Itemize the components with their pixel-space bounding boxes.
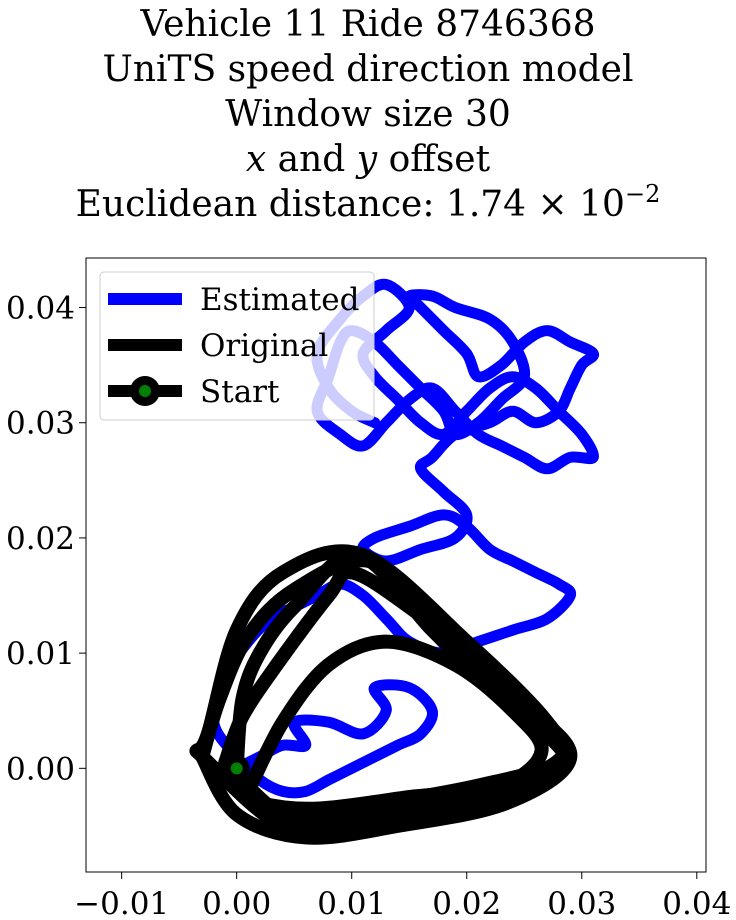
plot-area xyxy=(189,278,600,845)
series-original-loop-5 xyxy=(189,544,577,840)
legend-label-start: Start xyxy=(200,374,280,410)
series-original-loop-3 xyxy=(241,634,549,816)
title-offset-word: offset xyxy=(377,139,491,180)
y-axis: 0.00 0.01 0.02 0.03 0.04 xyxy=(6,291,86,787)
series-original-loop-4 xyxy=(218,565,571,829)
legend-label-estimated: Estimated xyxy=(200,282,359,318)
legend: Estimated Original Start xyxy=(99,271,375,421)
x-tick-label: −0.01 xyxy=(74,886,169,920)
x-axis: −0.01 0.00 0.01 0.02 0.03 0.04 xyxy=(74,872,731,920)
title-line-5: Euclidean distance: 1.74 × 10−2 xyxy=(0,182,736,227)
legend-box xyxy=(99,271,375,421)
title-line-3: Window size 30 xyxy=(225,94,511,135)
title-times-ten: × 10 xyxy=(526,184,625,225)
title-line-1: Vehicle 11 Ride 8746368 xyxy=(140,4,596,45)
title-distance-text: Euclidean distance: 1.74 xyxy=(75,184,527,225)
legend-start-marker-inner xyxy=(139,385,151,397)
x-tick-label: 0.01 xyxy=(317,886,386,920)
chart-title: Vehicle 11 Ride 8746368 UniTS speed dire… xyxy=(0,0,736,227)
y-tick-label: 0.03 xyxy=(6,406,75,442)
x-tick-label: 0.02 xyxy=(432,886,501,920)
x-tick-label: 0.00 xyxy=(202,886,271,920)
start-marker-inner xyxy=(230,762,243,775)
title-line-4: x and y offset xyxy=(0,137,736,182)
x-tick-label: 0.03 xyxy=(547,886,616,920)
title-exponent: −2 xyxy=(624,180,661,208)
plot-frame xyxy=(85,257,707,873)
y-tick-label: 0.02 xyxy=(6,521,75,557)
title-y-symbol: y xyxy=(356,139,378,180)
y-tick-label: 0.04 xyxy=(6,291,75,327)
title-and-word: and xyxy=(266,139,357,180)
y-tick-label: 0.00 xyxy=(6,751,75,787)
y-tick-label: 0.01 xyxy=(6,636,75,672)
title-x-symbol: x xyxy=(245,139,267,180)
legend-label-original: Original xyxy=(200,328,328,364)
x-tick-label: 0.04 xyxy=(662,886,731,920)
title-line-2: UniTS speed direction model xyxy=(102,49,634,90)
